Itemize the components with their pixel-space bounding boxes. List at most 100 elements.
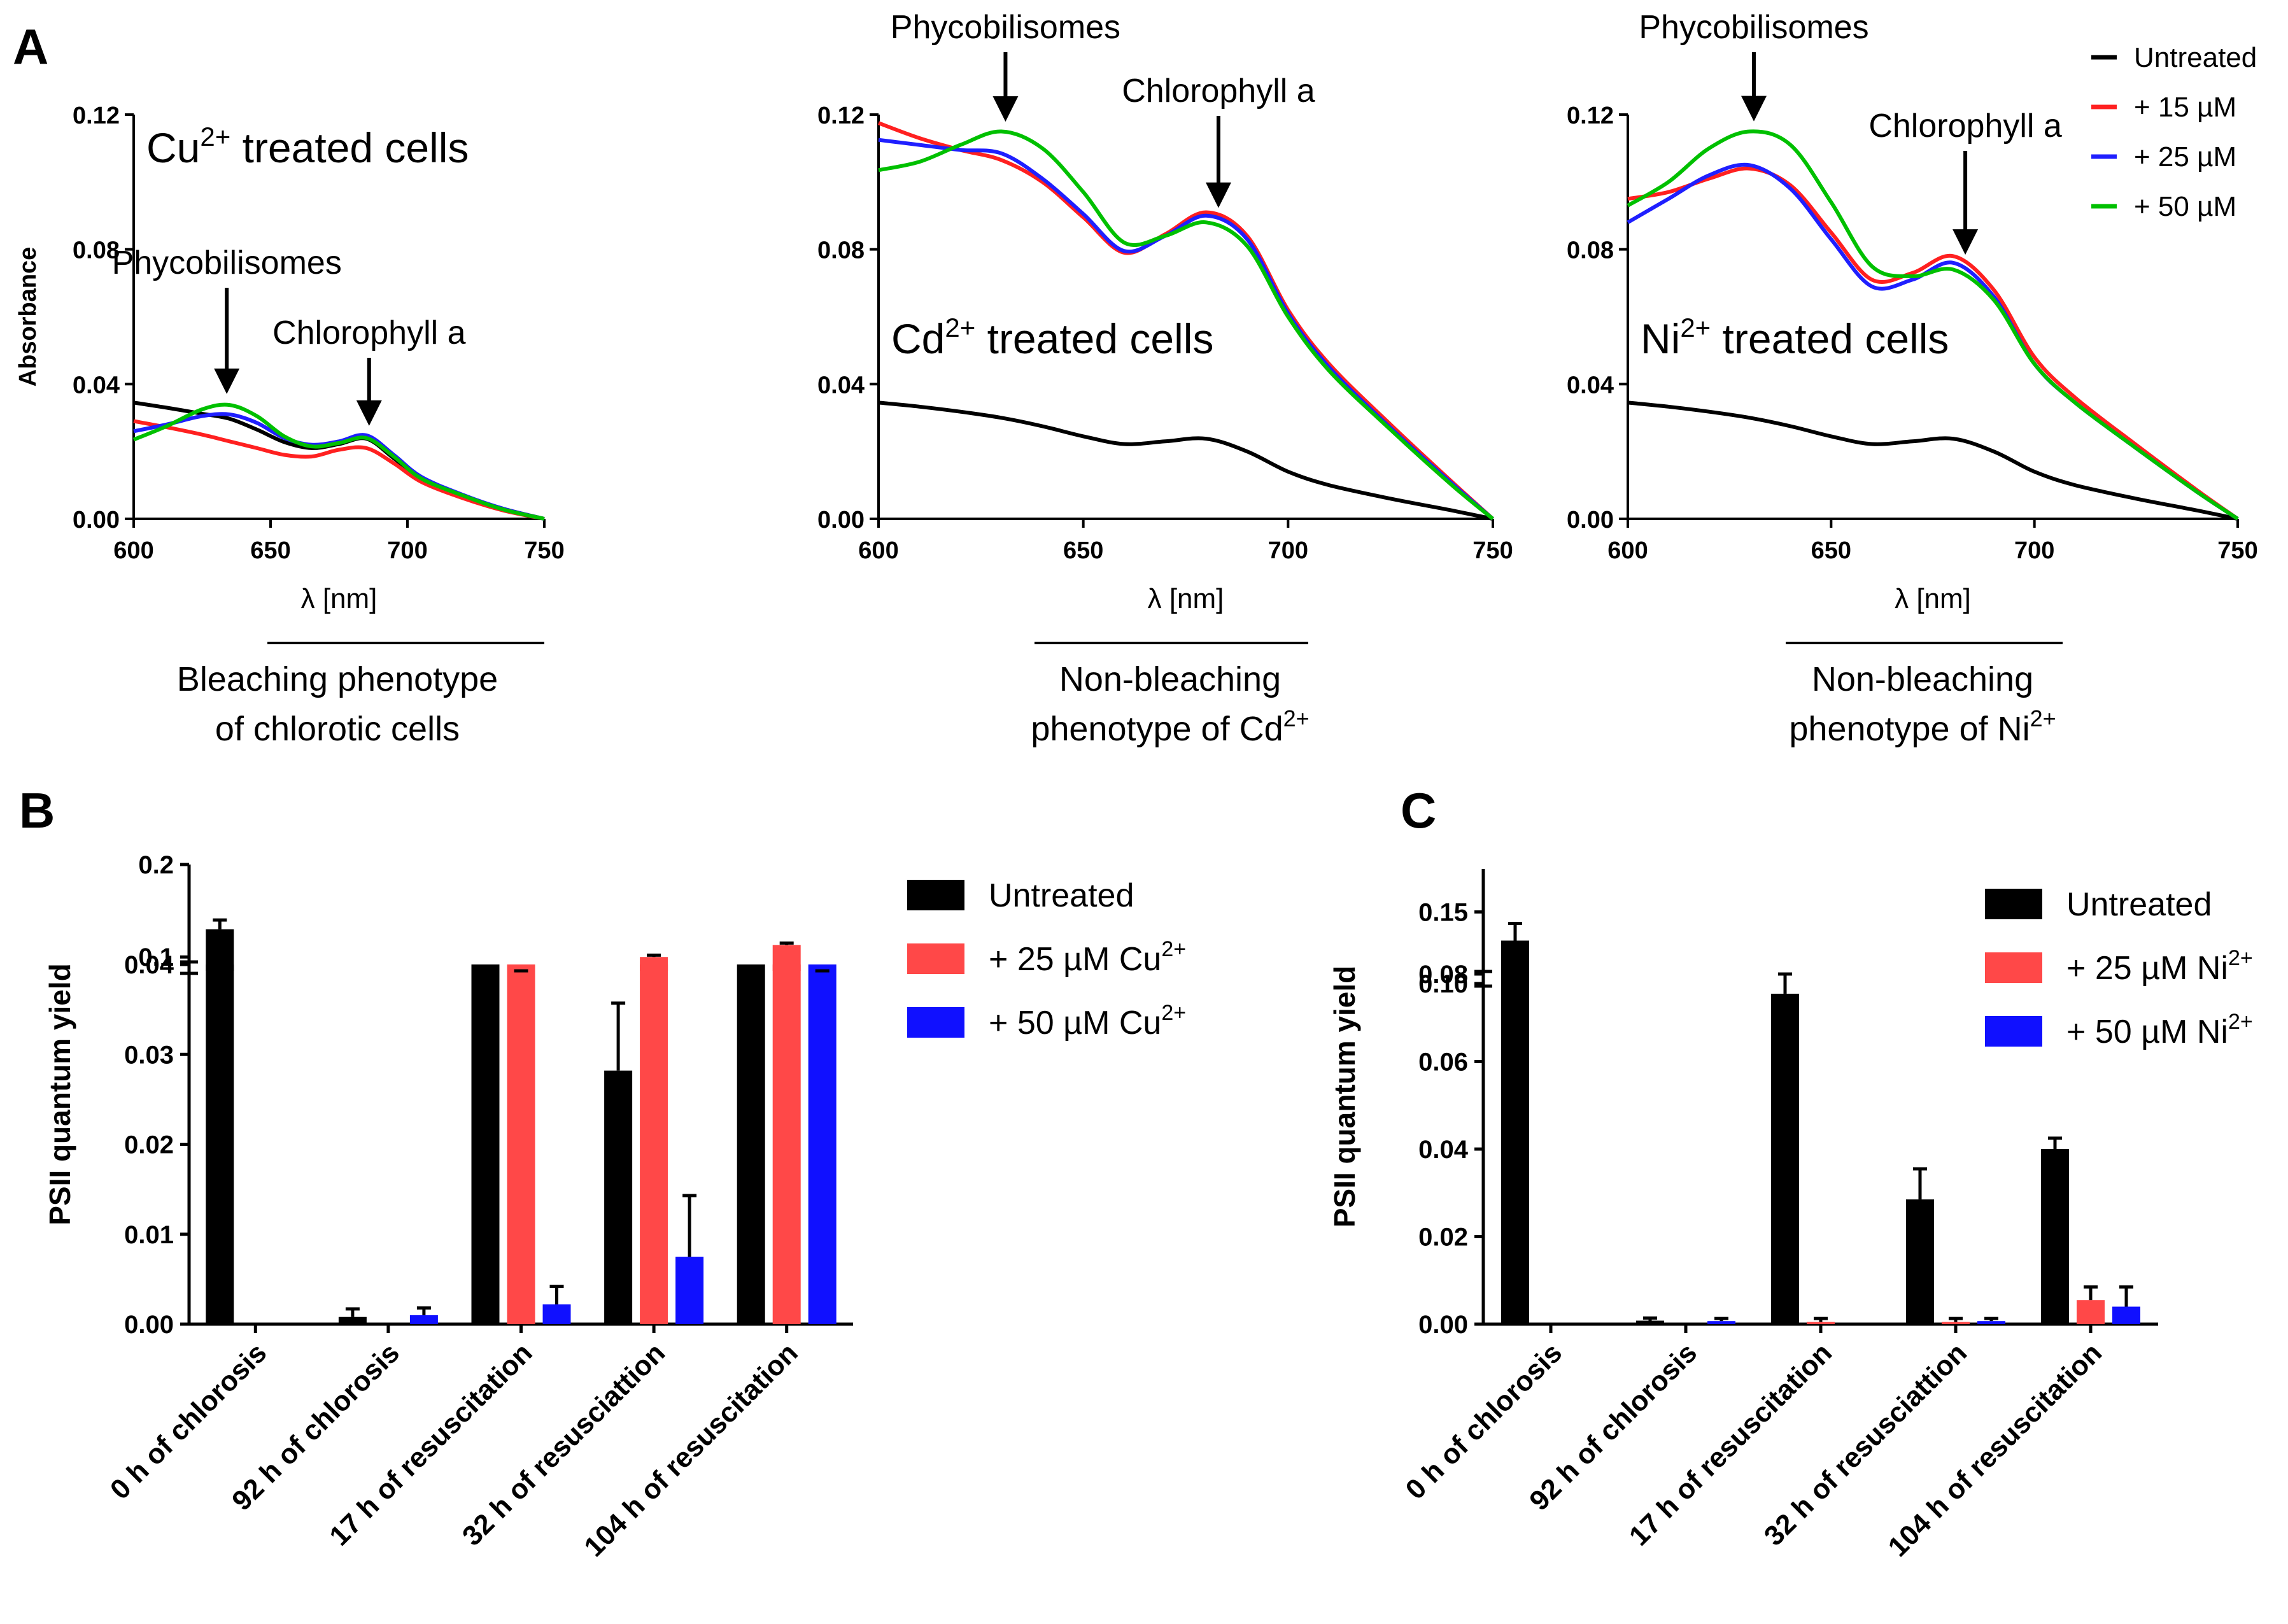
- bar-0: [471, 964, 500, 1324]
- chart-title: Ni2+ treated cells: [1641, 313, 1949, 362]
- series-line-3: [1627, 129, 2239, 521]
- y-tick-label: 0.03: [124, 1041, 174, 1069]
- caption-superscript: 2+: [1283, 705, 1310, 731]
- legend-text: Untreated: [989, 877, 1134, 914]
- bar-1-upper: [640, 957, 668, 971]
- caption-text: phenotype of Cd: [1031, 710, 1283, 748]
- annotation-arrow-head: [214, 368, 240, 394]
- y-tick-label: 0.2: [138, 851, 174, 879]
- x-tick-label: 650: [1811, 537, 1851, 564]
- bar-0: [206, 964, 234, 1324]
- y-tick-label: 0.15: [1418, 899, 1468, 927]
- bar-2: [1977, 1321, 2005, 1324]
- y-tick-label: 0.12: [817, 102, 865, 129]
- chart-title: Cu2+ treated cells: [146, 122, 469, 171]
- caption-line: phenotype of Ni2+: [1789, 705, 2056, 748]
- y-tick-label: 0.04: [1567, 372, 1614, 399]
- x-tick-label: 700: [387, 537, 427, 564]
- bar-0-upper: [206, 929, 234, 971]
- bar-0: [604, 1070, 633, 1324]
- y-tick-label: 0.00: [73, 507, 120, 533]
- legend-label: Untreated: [2066, 886, 2212, 923]
- x-axis-label: λ [nm]: [301, 583, 378, 614]
- panel-label-a: A: [13, 18, 48, 74]
- title-rest: treated cells: [230, 124, 469, 171]
- series-line-3: [878, 129, 1494, 521]
- spectrum-chart-cu: 0.00 0.04 0.08 0.12 600 650 700 750 λ [nm] Absorb…: [15, 102, 565, 748]
- legend-label: Untreated: [989, 877, 1134, 914]
- legend-label: + 25 µM Ni2+: [2066, 946, 2253, 987]
- y-axis-label: PSII quantum yield: [43, 963, 76, 1225]
- y-tick-label: 0.04: [1418, 1136, 1469, 1164]
- bar-chart-cu: 0.00 0.01 0.02 0.03 0.040.1 0.2 PSII quantum y…: [43, 851, 1186, 1563]
- panel-label-b: B: [19, 782, 55, 838]
- legend-superscript: 2+: [2228, 946, 2253, 970]
- y-tick-label: 0.04: [73, 372, 120, 399]
- y-tick-label: 0.04: [124, 951, 174, 979]
- annotation-arrow-head: [992, 96, 1019, 122]
- bar-0: [338, 1317, 367, 1324]
- bar-0: [1771, 993, 1799, 1324]
- legend-swatch: [1985, 1016, 2042, 1047]
- y-tick-label: 0.06: [1418, 1049, 1468, 1077]
- annotation-arrow-head: [1953, 229, 1979, 255]
- legend-text: + 50 µM Cu: [989, 1005, 1161, 1041]
- annotation-label: Chlorophyll a: [1122, 73, 1315, 109]
- title-superscript: 2+: [1680, 313, 1711, 342]
- y-tick-label: 0.1: [138, 943, 174, 971]
- title-superscript: 2+: [200, 122, 230, 152]
- legend-swatch: [907, 943, 964, 974]
- series-line-1: [1627, 166, 2239, 521]
- annotation-label: Phycobilisomes: [1639, 9, 1868, 46]
- title-text: Cd: [891, 315, 945, 362]
- annotation-arrow-head: [1205, 182, 1231, 208]
- panel-label-c: C: [1401, 782, 1436, 838]
- y-tick-label: 0.08: [73, 237, 120, 264]
- x-tick-label: 700: [2014, 537, 2054, 564]
- legend-label: + 50 µM: [2134, 191, 2236, 222]
- legend-text: + 25 µM Cu: [989, 941, 1161, 978]
- bar-chart-ni: 0.00 0.02 0.04 0.06 0.080.10 0.15 PSII quantum…: [1328, 869, 2253, 1563]
- y-axis-label: Absorbance: [15, 247, 41, 387]
- series-line-0: [878, 400, 1494, 521]
- legend-swatch: [907, 880, 964, 910]
- caption-line: Non-bleaching: [1059, 660, 1281, 698]
- y-tick-label: 0.08: [817, 237, 865, 264]
- caption-line: Non-bleaching: [1812, 660, 2033, 698]
- bar-0: [1501, 974, 1529, 1324]
- y-tick-label: 0.01: [124, 1221, 174, 1249]
- annotation-label: Chlorophyll a: [1868, 108, 2062, 145]
- bar-2: [1707, 1321, 1735, 1324]
- bar-1: [772, 964, 801, 1324]
- y-tick-label: 0.10: [1418, 970, 1468, 998]
- x-tick-label: 650: [1063, 537, 1103, 564]
- legend-label: + 50 µM Ni2+: [2066, 1010, 2253, 1050]
- y-tick-label: 0.12: [73, 102, 120, 129]
- annotation-arrow-head: [356, 400, 382, 426]
- legend-swatch: [1985, 952, 2042, 983]
- legend-label: + 25 µM: [2134, 141, 2236, 173]
- legend-spectra: Untreated + 15 µM + 25 µM + 50 µM: [2091, 42, 2257, 222]
- series-line-1: [133, 419, 545, 521]
- y-tick-label: 0.08: [1567, 237, 1614, 264]
- x-tick-label: 104 h of resuscitation: [1882, 1337, 2108, 1563]
- bar-0: [2041, 1149, 2069, 1324]
- caption-text: phenotype of Ni: [1789, 710, 2030, 748]
- legend-label: + 50 µM Cu2+: [989, 1001, 1186, 1041]
- legend-text: + 25 µM Ni: [2066, 950, 2228, 987]
- series-line-3: [132, 402, 545, 521]
- annotation-label: Phycobilisomes: [891, 9, 1120, 46]
- y-tick-label: 0.04: [817, 372, 865, 399]
- legend-label: + 25 µM Cu2+: [989, 937, 1186, 978]
- caption-line: Bleaching phenotype: [177, 660, 498, 698]
- bar-1: [507, 964, 535, 1324]
- bar-1-upper: [772, 945, 801, 971]
- bar-1: [640, 964, 668, 1324]
- annotation-label: Phycobilisomes: [112, 244, 342, 281]
- bar-0: [1906, 1199, 1934, 1324]
- annotation-label: Chlorophyll a: [272, 314, 466, 351]
- legend-label: + 15 µM: [2134, 92, 2236, 123]
- bar-0-upper: [1501, 940, 1529, 984]
